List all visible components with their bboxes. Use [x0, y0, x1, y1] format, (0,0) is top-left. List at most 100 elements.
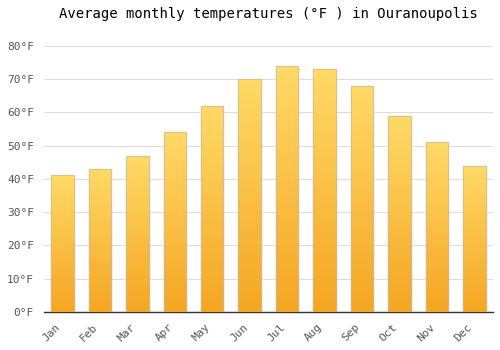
Bar — [88, 280, 111, 283]
Bar — [350, 95, 373, 99]
Bar — [276, 140, 298, 145]
Bar — [314, 122, 336, 127]
Bar — [426, 295, 448, 298]
Bar — [238, 93, 261, 98]
Bar — [314, 137, 336, 142]
Bar — [388, 124, 410, 127]
Bar — [388, 257, 410, 261]
Bar — [426, 214, 448, 217]
Bar — [426, 241, 448, 244]
Bar — [314, 239, 336, 244]
Bar — [388, 281, 410, 285]
Bar — [51, 238, 74, 241]
Bar — [350, 194, 373, 199]
Bar — [201, 221, 224, 225]
Bar — [126, 196, 148, 199]
Bar — [350, 285, 373, 289]
Bar — [276, 214, 298, 218]
Bar — [314, 113, 336, 118]
Bar — [276, 66, 298, 312]
Bar — [276, 169, 298, 174]
Bar — [276, 105, 298, 110]
Bar — [388, 288, 410, 292]
Bar — [88, 301, 111, 303]
Bar — [388, 230, 410, 233]
Bar — [201, 180, 224, 184]
Bar — [350, 140, 373, 145]
Bar — [388, 308, 410, 312]
Bar — [426, 180, 448, 183]
Bar — [164, 258, 186, 261]
Bar — [388, 233, 410, 237]
Bar — [164, 136, 186, 139]
Bar — [51, 263, 74, 266]
Bar — [51, 187, 74, 189]
Bar — [388, 265, 410, 269]
Bar — [88, 309, 111, 312]
Bar — [238, 307, 261, 312]
Bar — [51, 200, 74, 203]
Bar — [88, 255, 111, 258]
Bar — [88, 200, 111, 203]
Bar — [350, 235, 373, 239]
Bar — [426, 261, 448, 264]
Bar — [126, 224, 148, 228]
Bar — [463, 230, 485, 233]
Bar — [126, 306, 148, 309]
Bar — [126, 278, 148, 281]
Bar — [51, 282, 74, 285]
Bar — [201, 238, 224, 242]
Bar — [88, 203, 111, 206]
Bar — [164, 298, 186, 301]
Bar — [201, 308, 224, 312]
Bar — [51, 228, 74, 230]
Bar — [88, 252, 111, 255]
Bar — [463, 294, 485, 297]
Bar — [350, 203, 373, 208]
Bar — [314, 147, 336, 152]
Bar — [463, 300, 485, 303]
Bar — [388, 147, 410, 151]
Bar — [350, 104, 373, 108]
Bar — [350, 208, 373, 212]
Bar — [88, 206, 111, 209]
Bar — [314, 186, 336, 190]
Bar — [463, 174, 485, 177]
Bar — [51, 184, 74, 187]
Bar — [388, 178, 410, 182]
Bar — [126, 250, 148, 252]
Bar — [426, 217, 448, 220]
Bar — [88, 229, 111, 232]
Bar — [238, 223, 261, 228]
Bar — [51, 241, 74, 244]
Bar — [463, 251, 485, 253]
Bar — [238, 158, 261, 163]
Bar — [164, 283, 186, 287]
Bar — [238, 209, 261, 214]
Bar — [164, 280, 186, 283]
Bar — [463, 212, 485, 215]
Bar — [201, 279, 224, 283]
Bar — [350, 190, 373, 194]
Bar — [238, 191, 261, 195]
Bar — [350, 298, 373, 303]
Bar — [463, 189, 485, 192]
Bar — [126, 302, 148, 306]
Bar — [126, 193, 148, 196]
Bar — [463, 166, 485, 168]
Bar — [426, 166, 448, 169]
Bar — [276, 273, 298, 278]
Bar — [88, 215, 111, 217]
Bar — [51, 246, 74, 249]
Bar — [388, 167, 410, 170]
Bar — [314, 89, 336, 93]
Bar — [350, 253, 373, 258]
Bar — [350, 289, 373, 294]
Bar — [426, 227, 448, 230]
Bar — [388, 296, 410, 300]
Bar — [201, 217, 224, 221]
Bar — [126, 181, 148, 184]
Bar — [350, 172, 373, 176]
Bar — [51, 268, 74, 271]
Bar — [314, 142, 336, 147]
